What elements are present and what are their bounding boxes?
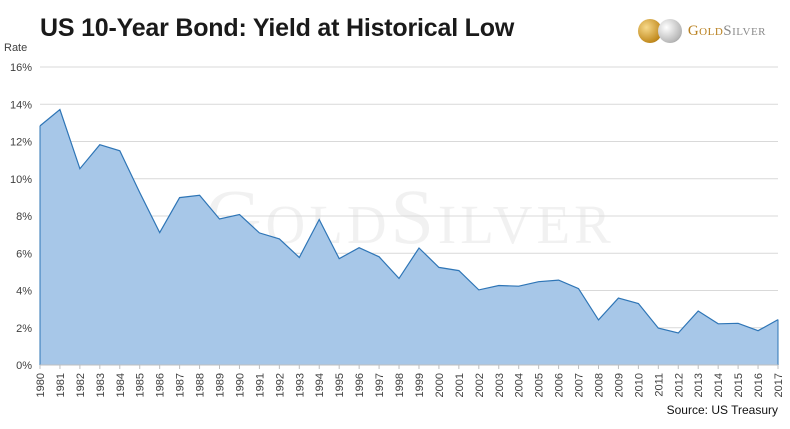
x-tick-label: 2014 bbox=[713, 373, 725, 397]
y-tick-label: 14% bbox=[10, 99, 32, 111]
x-tick-label: 1993 bbox=[294, 373, 306, 397]
x-tick-label: 2017 bbox=[773, 373, 785, 397]
yield-line bbox=[39, 108, 779, 334]
y-tick-label: 8% bbox=[16, 211, 32, 223]
x-tick-label: 1997 bbox=[374, 373, 386, 397]
x-tick-label: 1988 bbox=[195, 373, 207, 397]
y-tick-label: 12% bbox=[10, 137, 32, 149]
x-tick-label: 1991 bbox=[254, 373, 266, 397]
x-axis-ticks: 1980 1981 1982 1983 1984 1985 1986 1987 1988 1989… bbox=[35, 365, 785, 397]
x-tick-label: 2005 bbox=[534, 373, 546, 397]
x-tick-label: 1983 bbox=[95, 373, 107, 397]
x-tick-label: 2004 bbox=[514, 373, 526, 397]
x-tick-label: 1980 bbox=[35, 373, 47, 397]
y-tick-label: 10% bbox=[10, 174, 32, 186]
x-tick-label: 2011 bbox=[653, 373, 665, 397]
x-tick-label: 1985 bbox=[135, 373, 147, 397]
x-tick-label: 2008 bbox=[593, 373, 605, 397]
y-tick-label: 0% bbox=[16, 360, 32, 372]
y-tick-label: 2% bbox=[16, 323, 32, 335]
x-tick-label: 2003 bbox=[494, 373, 506, 397]
x-tick-label: 1998 bbox=[394, 373, 406, 397]
x-tick-label: 1996 bbox=[354, 373, 366, 397]
silver-coin-icon bbox=[657, 19, 682, 43]
x-tick-label: 2016 bbox=[753, 373, 765, 397]
x-tick-label: 1995 bbox=[334, 373, 346, 397]
x-tick-label: 1989 bbox=[215, 373, 227, 397]
y-tick-label: 6% bbox=[16, 248, 32, 260]
source-note: Source: US Treasury bbox=[666, 403, 778, 417]
yield-area bbox=[40, 109, 778, 365]
x-tick-label: 1982 bbox=[75, 373, 87, 397]
y-axis-ticks: 0% 2% 4% 6% 8% 10% 12% 14% 16% bbox=[10, 62, 32, 372]
x-tick-label: 2007 bbox=[574, 373, 586, 397]
y-tick-label: 16% bbox=[10, 62, 32, 74]
x-tick-label: 1984 bbox=[115, 373, 127, 397]
x-tick-label: 2006 bbox=[554, 373, 566, 397]
x-tick-label: 2010 bbox=[633, 373, 645, 397]
x-tick-label: 2002 bbox=[474, 373, 486, 397]
x-tick-label: 1987 bbox=[175, 373, 187, 397]
x-tick-label: 2013 bbox=[693, 373, 705, 397]
x-tick-label: 2000 bbox=[434, 373, 446, 397]
x-tick-label: 2015 bbox=[733, 373, 745, 397]
x-tick-label: 2001 bbox=[454, 373, 466, 397]
y-tick-label: 4% bbox=[16, 286, 32, 298]
x-tick-label: 1999 bbox=[414, 373, 426, 397]
x-tick-label: 1986 bbox=[155, 373, 167, 397]
y-axis-label: Rate bbox=[4, 42, 27, 54]
x-tick-label: 1981 bbox=[55, 373, 67, 397]
x-tick-label: 2009 bbox=[613, 373, 625, 397]
brand-text: GoldSilver bbox=[687, 22, 766, 39]
x-tick-label: 1992 bbox=[274, 373, 286, 397]
chart-title: US 10-Year Bond: Yield at Historical Low bbox=[40, 14, 515, 42]
x-tick-label: 1994 bbox=[314, 373, 326, 397]
x-tick-label: 2012 bbox=[673, 373, 685, 397]
brand-logo: GoldSilver bbox=[637, 14, 766, 48]
x-tick-label: 1990 bbox=[234, 373, 246, 397]
